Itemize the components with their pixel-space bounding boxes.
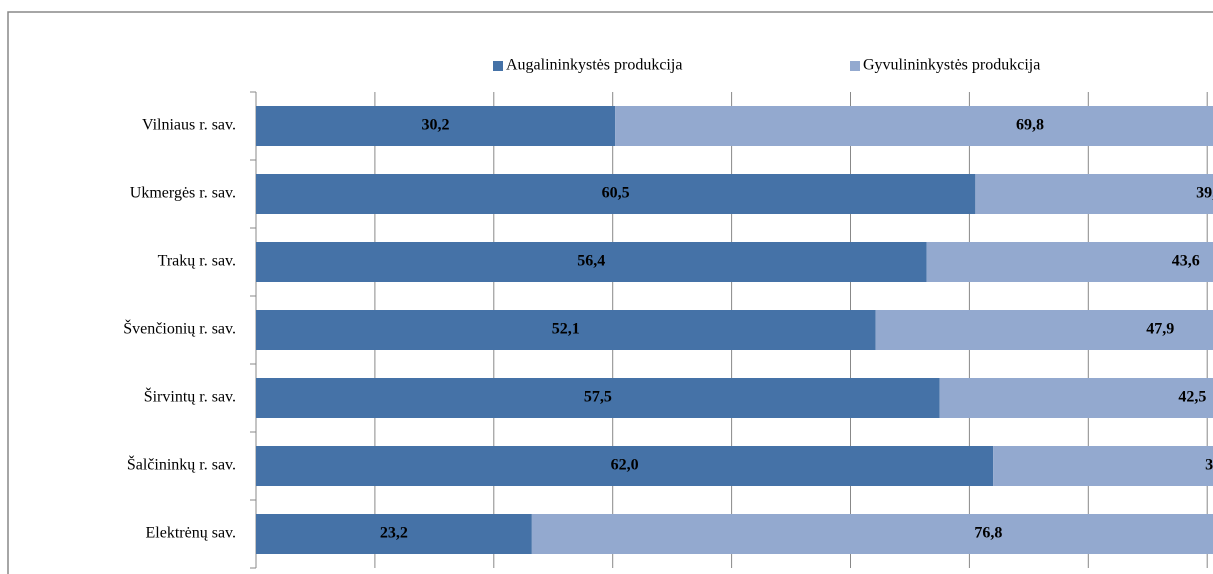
value-label: 43,6 (1172, 253, 1200, 270)
bar (615, 106, 1213, 146)
y-tick-label: Ukmergės r. sav. (130, 185, 236, 202)
value-label: 62,0 (611, 457, 639, 474)
value-label: 42,5 (1178, 389, 1206, 406)
bar (256, 446, 994, 486)
bar (875, 310, 1213, 350)
value-label: 57,5 (584, 389, 612, 406)
y-tick-label: Švenčionių r. sav. (123, 319, 236, 338)
y-tick-label: Šalčininkų r. sav. (127, 455, 236, 474)
bar (256, 378, 940, 418)
y-tick-label: Elektrėnų sav. (146, 525, 236, 542)
value-label: 76,8 (974, 525, 1002, 542)
value-label: 56,4 (577, 253, 605, 270)
value-label: 38,0 (1205, 457, 1213, 474)
y-tick-label: Vilniaus r. sav. (142, 117, 236, 134)
value-label: 52,1 (552, 321, 580, 338)
value-label: 23,2 (380, 525, 408, 542)
bar (939, 378, 1213, 418)
bar (256, 310, 876, 350)
bar (256, 514, 532, 554)
chart-border (7, 11, 1213, 574)
bar (531, 514, 1213, 554)
bar (256, 242, 927, 282)
bar (926, 242, 1213, 282)
bar (975, 174, 1213, 214)
value-label: 60,5 (602, 185, 630, 202)
y-tick-label: Trakų r. sav. (158, 253, 236, 270)
value-label: 30,2 (422, 117, 450, 134)
legend-label: Gyvulininkystės produkcija (863, 57, 1040, 74)
bar (993, 446, 1213, 486)
y-tick-label: Širvintų r. sav. (144, 387, 236, 406)
bar (256, 106, 616, 146)
bar (256, 174, 976, 214)
legend-label: Augalininkystės produkcija (506, 57, 682, 74)
value-label: 39,5 (1196, 185, 1213, 202)
value-label: 69,8 (1016, 117, 1044, 134)
value-label: 47,9 (1146, 321, 1174, 338)
legend-swatch (850, 61, 860, 71)
legend-swatch (493, 61, 503, 71)
